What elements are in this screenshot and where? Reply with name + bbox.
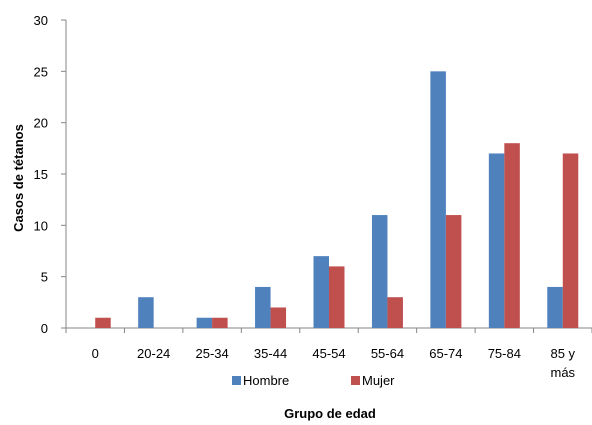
bar-hombre (196, 317, 213, 328)
x-axis: 0 20-24 25-34 35-44 45-54 55-64 65-74 75-84 85 y… (65, 327, 592, 380)
x-tick-label: 85 y (550, 346, 575, 361)
bar-mujer (270, 307, 287, 328)
legend-swatch-mujer (351, 376, 360, 385)
bar-mujer (562, 153, 579, 328)
x-tick-label: 55-64 (371, 346, 404, 361)
y-tick-label: 25 (34, 64, 48, 79)
bar-hombre (313, 256, 329, 328)
bars (95, 71, 579, 328)
legend-label-mujer: Mujer (362, 373, 395, 388)
x-tick-label: 45-54 (312, 346, 345, 361)
x-tick-label-line2: más (550, 365, 575, 380)
legend: Hombre Mujer (232, 373, 395, 388)
bar-mujer (95, 317, 111, 328)
y-tick-label: 20 (34, 116, 48, 131)
bar-mujer (329, 266, 345, 328)
x-tick-label: 65-74 (429, 346, 462, 361)
y-tick-label: 15 (34, 167, 48, 182)
legend-swatch-hombre (232, 376, 241, 385)
y-tick-label: 30 (34, 13, 48, 28)
y-tick-label: 0 (41, 321, 48, 336)
bar-mujer (445, 215, 462, 328)
bar-hombre (430, 71, 446, 328)
bar-mujer (387, 297, 403, 328)
y-tick-label: 10 (34, 218, 48, 233)
x-tick-label: 25-34 (195, 346, 228, 361)
bar-hombre (371, 215, 388, 328)
x-tick-label: 75-84 (488, 346, 521, 361)
bar-mujer (212, 317, 228, 328)
y-axis-title: Casos de tétanos (11, 124, 26, 232)
bar-hombre (547, 286, 563, 328)
x-axis-title: Grupo de edad (284, 406, 376, 421)
legend-label-hombre: Hombre (243, 373, 289, 388)
bar-mujer (504, 143, 520, 328)
bar-hombre (255, 286, 271, 328)
x-tick-label: 20-24 (137, 346, 170, 361)
y-tick-label: 5 (41, 270, 48, 285)
bar-hombre (138, 297, 154, 328)
x-tick-label: 0 (92, 346, 99, 361)
bar-hombre (488, 153, 505, 328)
y-axis: 0 5 10 15 20 25 30 (34, 13, 67, 336)
x-tick-label: 35-44 (254, 346, 287, 361)
